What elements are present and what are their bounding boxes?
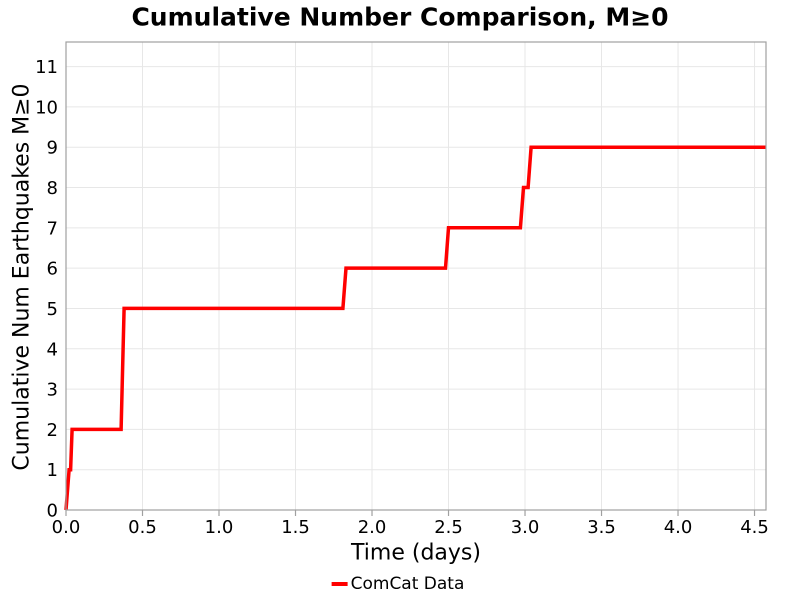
y-tick-label: 11 [35, 57, 58, 78]
legend-line-swatch [331, 582, 348, 586]
y-axis-label: Cumulative Num Earthquakes M≥0 [9, 83, 35, 471]
x-tick-label: 2.0 [358, 517, 387, 538]
x-tick-label: 1.5 [281, 517, 310, 538]
y-tick-label: 6 [47, 259, 58, 280]
data-line-comcat-data [64, 145, 766, 511]
y-tick-label: 3 [47, 380, 58, 401]
y-tick-label: 8 [47, 178, 58, 199]
y-tick-label: 0 [47, 501, 58, 522]
x-tick-label: 2.5 [434, 517, 463, 538]
legend: ComCat Data [331, 574, 465, 594]
x-tick-label: 3.5 [587, 517, 616, 538]
y-tick-label: 5 [47, 299, 58, 320]
x-tick-label: 4.0 [664, 517, 693, 538]
x-tick-label: 0.5 [128, 517, 157, 538]
legend-label: ComCat Data [350, 574, 465, 594]
y-tick-label: 2 [47, 420, 58, 441]
y-tick-label: 7 [47, 218, 58, 239]
x-tick-label: 0.0 [52, 517, 81, 538]
x-axis-label: Time (days) [351, 540, 481, 566]
y-tick-label: 9 [47, 138, 58, 159]
x-tick-label: 4.5 [740, 517, 769, 538]
y-tick-label: 1 [47, 460, 58, 481]
x-tick-label: 1.0 [205, 517, 234, 538]
y-tick-label: 10 [35, 97, 58, 118]
plot-border [65, 41, 767, 511]
y-tick-label: 4 [47, 339, 58, 360]
chart-title: Cumulative Number Comparison, M≥0 [131, 2, 669, 32]
x-tick-label: 3.0 [511, 517, 540, 538]
